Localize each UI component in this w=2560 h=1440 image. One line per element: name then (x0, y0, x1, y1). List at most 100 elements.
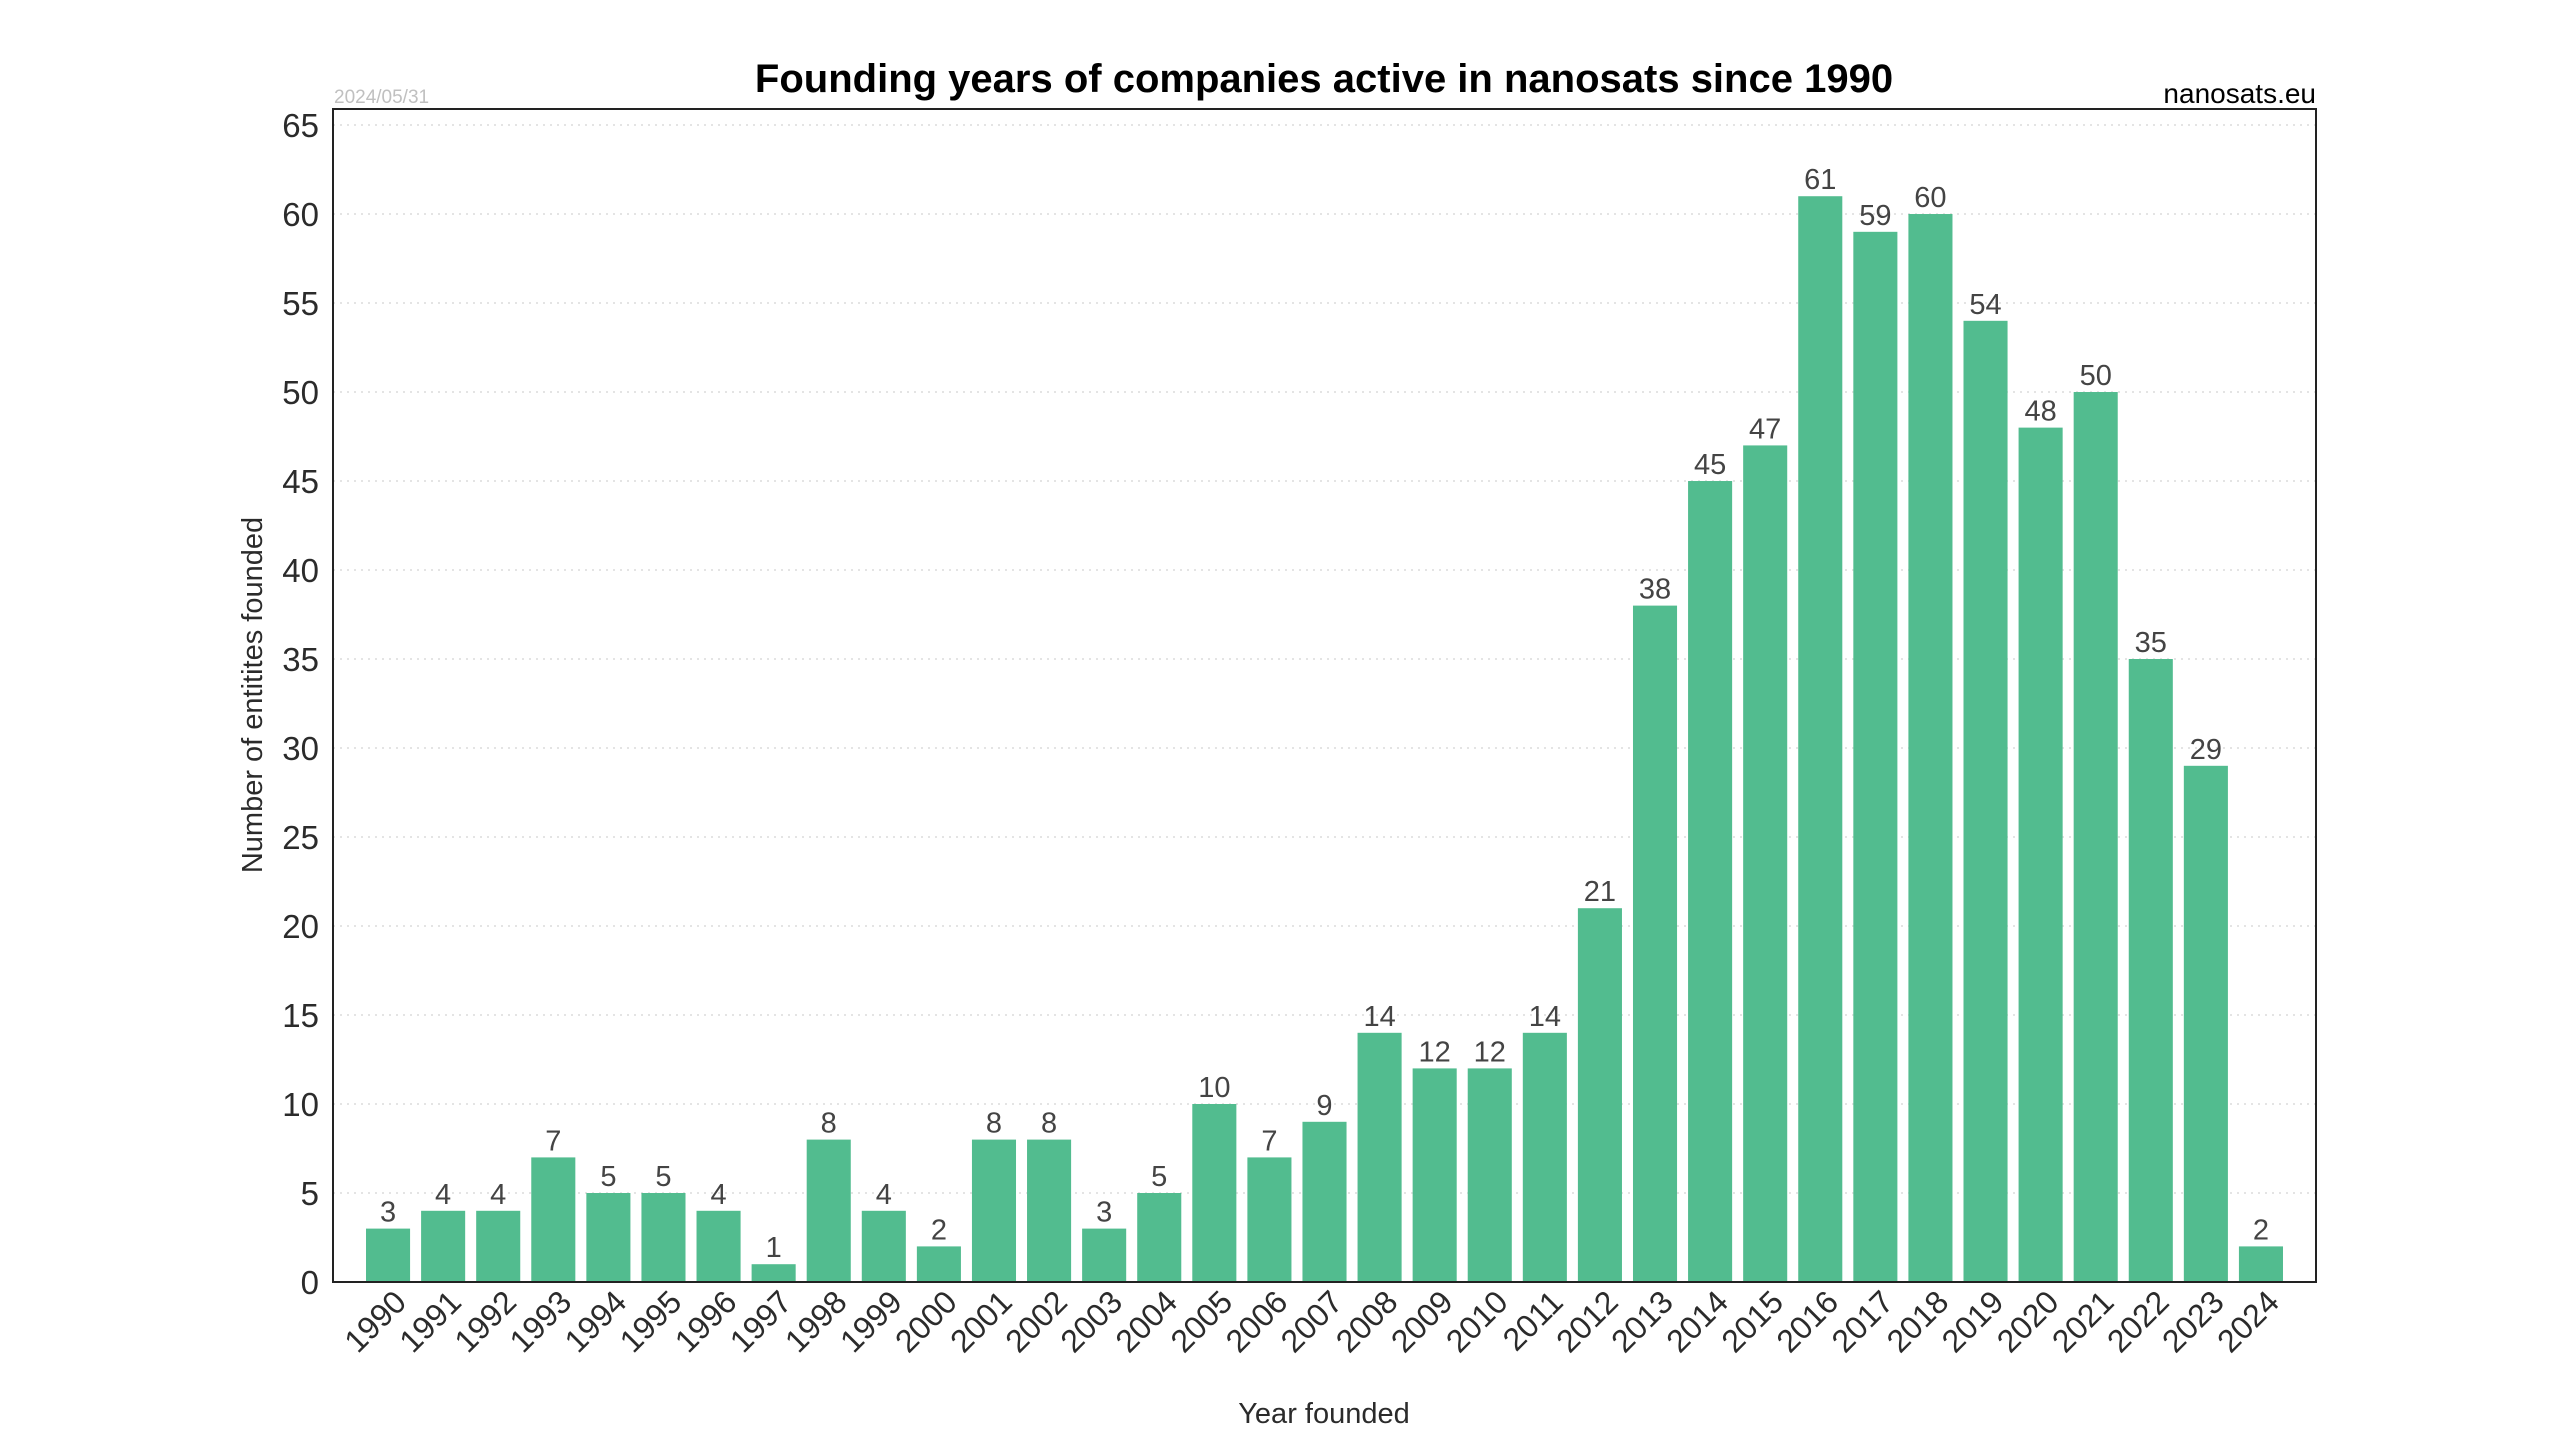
bar (1027, 1139, 1072, 1282)
data-label: 47 (1749, 413, 1781, 445)
bar (1467, 1068, 1512, 1282)
bar (1963, 320, 2008, 1282)
y-tick-label: 40 (282, 552, 319, 589)
data-label: 7 (1261, 1125, 1277, 1157)
x-tick-label: 2008 (1329, 1283, 1405, 1359)
data-label: 21 (1584, 876, 1616, 908)
x-tick-label: 2010 (1439, 1283, 1515, 1359)
x-tick-label: 2022 (2100, 1283, 2176, 1359)
bar (1908, 214, 1953, 1283)
data-label: 61 (1804, 164, 1836, 196)
x-tick-label: 2007 (1274, 1283, 1350, 1359)
y-tick-label: 25 (282, 819, 319, 856)
data-label: 48 (2024, 396, 2056, 428)
bar (1192, 1104, 1237, 1282)
bar (1082, 1228, 1127, 1282)
y-tick-label: 10 (282, 1086, 319, 1123)
data-label: 9 (1316, 1090, 1332, 1122)
y-tick-label: 35 (282, 641, 319, 678)
data-label: 2 (2253, 1214, 2269, 1246)
y-tick-label: 0 (301, 1264, 319, 1301)
bar (1357, 1032, 1402, 1282)
x-tick-label: 2000 (888, 1283, 964, 1359)
x-tick-label: 1993 (502, 1283, 578, 1359)
data-label: 8 (821, 1108, 837, 1140)
data-label: 5 (655, 1161, 671, 1193)
bar (806, 1139, 851, 1282)
x-tick-label: 1990 (337, 1283, 413, 1359)
bar (1247, 1157, 1292, 1282)
data-label: 8 (1041, 1108, 1057, 1140)
data-label: 14 (1363, 1001, 1395, 1033)
data-label: 4 (490, 1179, 506, 1211)
x-tick-label: 2003 (1053, 1283, 1129, 1359)
x-tick-label: 1999 (833, 1283, 909, 1359)
data-label: 12 (1474, 1036, 1506, 1068)
data-label: 4 (876, 1179, 892, 1211)
x-tick-label: 2006 (1219, 1283, 1295, 1359)
x-tick-label: 2020 (1990, 1283, 2066, 1359)
data-label: 59 (1859, 200, 1891, 232)
bar (531, 1157, 576, 1282)
data-label: 38 (1639, 574, 1671, 606)
x-tick-label: 2012 (1549, 1283, 1625, 1359)
data-label: 3 (1096, 1197, 1112, 1229)
bar (1632, 605, 1678, 1282)
data-label: 14 (1529, 1001, 1561, 1033)
x-tick-label: 1997 (723, 1283, 799, 1359)
x-tick-label: 2016 (1769, 1283, 1845, 1359)
bar (916, 1246, 961, 1282)
bar (1522, 1032, 1567, 1282)
x-tick-label: 1998 (778, 1283, 854, 1359)
data-label: 8 (986, 1108, 1002, 1140)
x-tick-label: 1996 (668, 1283, 744, 1359)
x-tick-label: 2014 (1659, 1283, 1735, 1359)
x-tick-label: 2009 (1384, 1283, 1460, 1359)
x-tick-label: 2021 (2045, 1283, 2121, 1359)
x-tick-label: 2023 (2155, 1283, 2231, 1359)
bars (366, 196, 2283, 1283)
y-tick-label: 60 (282, 196, 319, 233)
bar (696, 1210, 741, 1282)
data-label: 1 (766, 1232, 782, 1264)
x-tick-label: 2015 (1714, 1283, 1790, 1359)
y-tick-label: 30 (282, 730, 319, 767)
bar (751, 1264, 796, 1282)
y-axis-label: Number of entitites founded (237, 517, 269, 873)
bar (1853, 231, 1898, 1283)
x-tick-label: 2005 (1163, 1283, 1239, 1359)
bar (861, 1210, 906, 1282)
y-tick-label: 45 (282, 463, 319, 500)
data-label: 29 (2190, 734, 2222, 766)
y-tick-label: 15 (282, 997, 319, 1034)
data-label: 60 (1914, 182, 1946, 214)
x-tick-label: 2001 (943, 1283, 1019, 1359)
x-tick-label: 2002 (998, 1283, 1074, 1359)
data-label: 3 (380, 1197, 396, 1229)
data-label: 50 (2080, 360, 2112, 392)
bar (1412, 1068, 1457, 1282)
y-tick-label: 55 (282, 285, 319, 322)
x-tick-label: 2017 (1825, 1283, 1901, 1359)
data-label: 5 (1151, 1161, 1167, 1193)
data-label: 12 (1419, 1036, 1451, 1068)
x-tick-label: 1994 (558, 1283, 634, 1359)
bar (421, 1210, 466, 1282)
data-label: 7 (545, 1125, 561, 1157)
data-label: 54 (1969, 289, 2001, 321)
data-label: 10 (1198, 1072, 1230, 1104)
data-label: 4 (710, 1179, 726, 1211)
bar (476, 1210, 521, 1282)
x-tick-label: 2013 (1604, 1283, 1680, 1359)
bar (971, 1139, 1017, 1282)
bar (2183, 765, 2228, 1282)
bar (1302, 1121, 1347, 1282)
bar (586, 1193, 631, 1282)
source-label: nanosats.eu (2163, 78, 2316, 109)
y-tick-label: 50 (282, 374, 319, 411)
y-tick-label: 20 (282, 908, 319, 945)
chart-title: Founding years of companies active in na… (755, 57, 1893, 101)
y-axis-ticks: 0 5 10 15 20 25 30 35 40 45 50 55 60 65 (282, 107, 319, 1301)
